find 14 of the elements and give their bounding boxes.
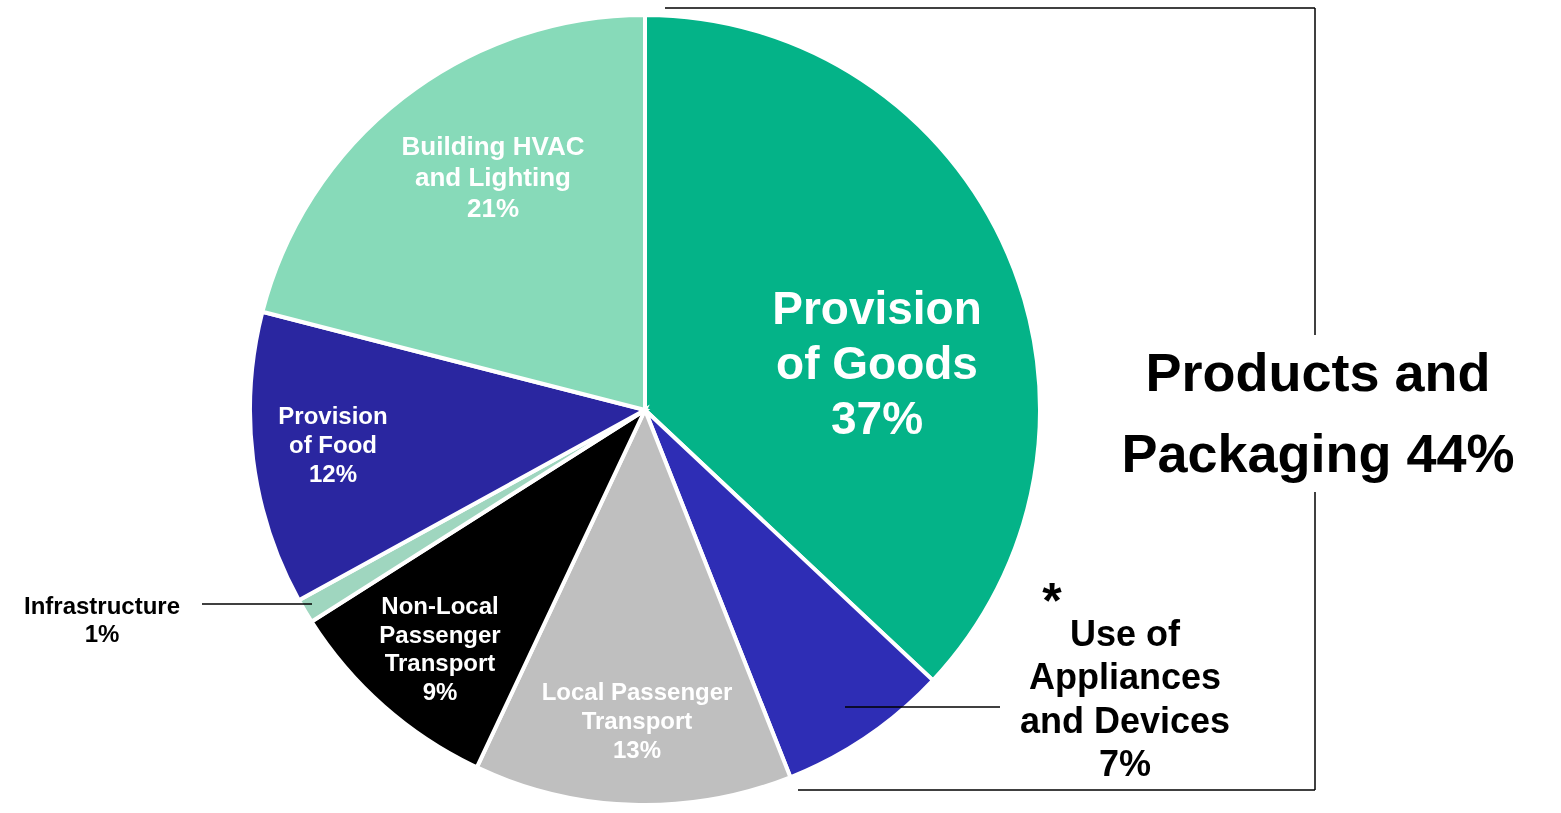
slice-label: Non-Local Passenger Transport [379,591,501,677]
data-label: 12% [308,459,358,487]
slice-label: Provision of Goods [772,281,982,389]
data-label: 1% [84,620,120,648]
slice-label: Infrastructure [23,591,181,619]
data-label: 7% [1098,742,1152,784]
data-label: 13% [612,735,662,763]
slice-label: Provision of Food [278,402,388,458]
data-label: 9% [422,678,458,706]
slice-label: Local Passenger Transport [541,678,733,734]
slice-label: Building HVAC and Lighting [401,130,585,192]
text: Products and Packaging 44% [1121,341,1515,483]
data-label: 37% [830,392,924,445]
data-label: 21% [466,193,520,224]
